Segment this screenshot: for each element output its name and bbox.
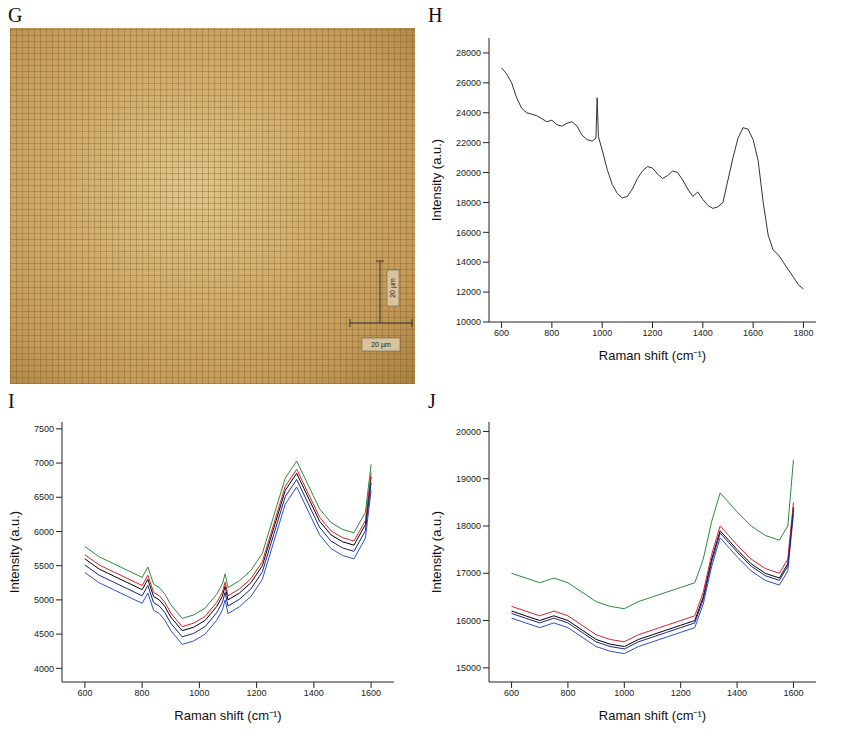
svg-text:10000: 10000 bbox=[456, 317, 481, 327]
svg-text:1200: 1200 bbox=[247, 688, 267, 698]
svg-text:20000: 20000 bbox=[456, 427, 481, 437]
svg-text:7000: 7000 bbox=[34, 458, 54, 468]
svg-text:24000: 24000 bbox=[456, 108, 481, 118]
svg-text:19000: 19000 bbox=[456, 474, 481, 484]
svg-text:800: 800 bbox=[560, 688, 575, 698]
svg-text:1600: 1600 bbox=[361, 688, 381, 698]
svg-text:1000: 1000 bbox=[592, 328, 612, 338]
svg-text:20 µm: 20 µm bbox=[371, 341, 391, 349]
svg-text:1600: 1600 bbox=[743, 328, 763, 338]
svg-text:4500: 4500 bbox=[34, 629, 54, 639]
svg-text:17000: 17000 bbox=[456, 568, 481, 578]
html-text:I: I bbox=[8, 390, 15, 412]
svg-text:4000: 4000 bbox=[34, 664, 54, 674]
svg-text:1400: 1400 bbox=[304, 688, 324, 698]
svg-text:1000: 1000 bbox=[189, 688, 209, 698]
svg-text:Intensity (a.u.): Intensity (a.u.) bbox=[7, 511, 22, 593]
html-text:H: H bbox=[428, 4, 443, 26]
svg-text:1200: 1200 bbox=[671, 688, 691, 698]
svg-text:800: 800 bbox=[135, 688, 150, 698]
svg-text:800: 800 bbox=[544, 328, 559, 338]
svg-text:6500: 6500 bbox=[34, 492, 54, 502]
svg-text:26000: 26000 bbox=[456, 78, 481, 88]
svg-text:18000: 18000 bbox=[456, 521, 481, 531]
svg-text:20000: 20000 bbox=[456, 168, 481, 178]
svg-text:28000: 28000 bbox=[456, 48, 481, 58]
svg-text:6000: 6000 bbox=[34, 527, 54, 537]
svg-text:12000: 12000 bbox=[456, 287, 481, 297]
svg-text:600: 600 bbox=[504, 688, 519, 698]
html-text:G: G bbox=[8, 4, 23, 26]
svg-text:5500: 5500 bbox=[34, 561, 54, 571]
svg-text:600: 600 bbox=[77, 688, 92, 698]
svg-text:20 µm: 20 µm bbox=[389, 278, 397, 298]
svg-text:1600: 1600 bbox=[783, 688, 803, 698]
svg-text:Raman shift (cm⁻¹): Raman shift (cm⁻¹) bbox=[599, 708, 706, 723]
svg-text:16000: 16000 bbox=[456, 616, 481, 626]
svg-text:5000: 5000 bbox=[34, 595, 54, 605]
svg-text:Raman shift (cm⁻¹): Raman shift (cm⁻¹) bbox=[174, 708, 281, 723]
svg-text:15000: 15000 bbox=[456, 663, 481, 673]
svg-text:Raman shift (cm⁻¹): Raman shift (cm⁻¹) bbox=[599, 348, 706, 363]
svg-text:Intensity (a.u.): Intensity (a.u.) bbox=[429, 511, 444, 593]
svg-text:Intensity (a.u.): Intensity (a.u.) bbox=[429, 139, 444, 221]
svg-text:600: 600 bbox=[494, 328, 509, 338]
svg-text:1400: 1400 bbox=[727, 688, 747, 698]
svg-text:1400: 1400 bbox=[693, 328, 713, 338]
svg-text:18000: 18000 bbox=[456, 198, 481, 208]
svg-text:1000: 1000 bbox=[614, 688, 634, 698]
svg-text:14000: 14000 bbox=[456, 257, 481, 267]
svg-text:1200: 1200 bbox=[642, 328, 662, 338]
svg-text:16000: 16000 bbox=[456, 228, 481, 238]
svg-text:1800: 1800 bbox=[793, 328, 813, 338]
svg-text:22000: 22000 bbox=[456, 138, 481, 148]
html-text:J: J bbox=[428, 390, 436, 412]
svg-text:7500: 7500 bbox=[34, 424, 54, 434]
